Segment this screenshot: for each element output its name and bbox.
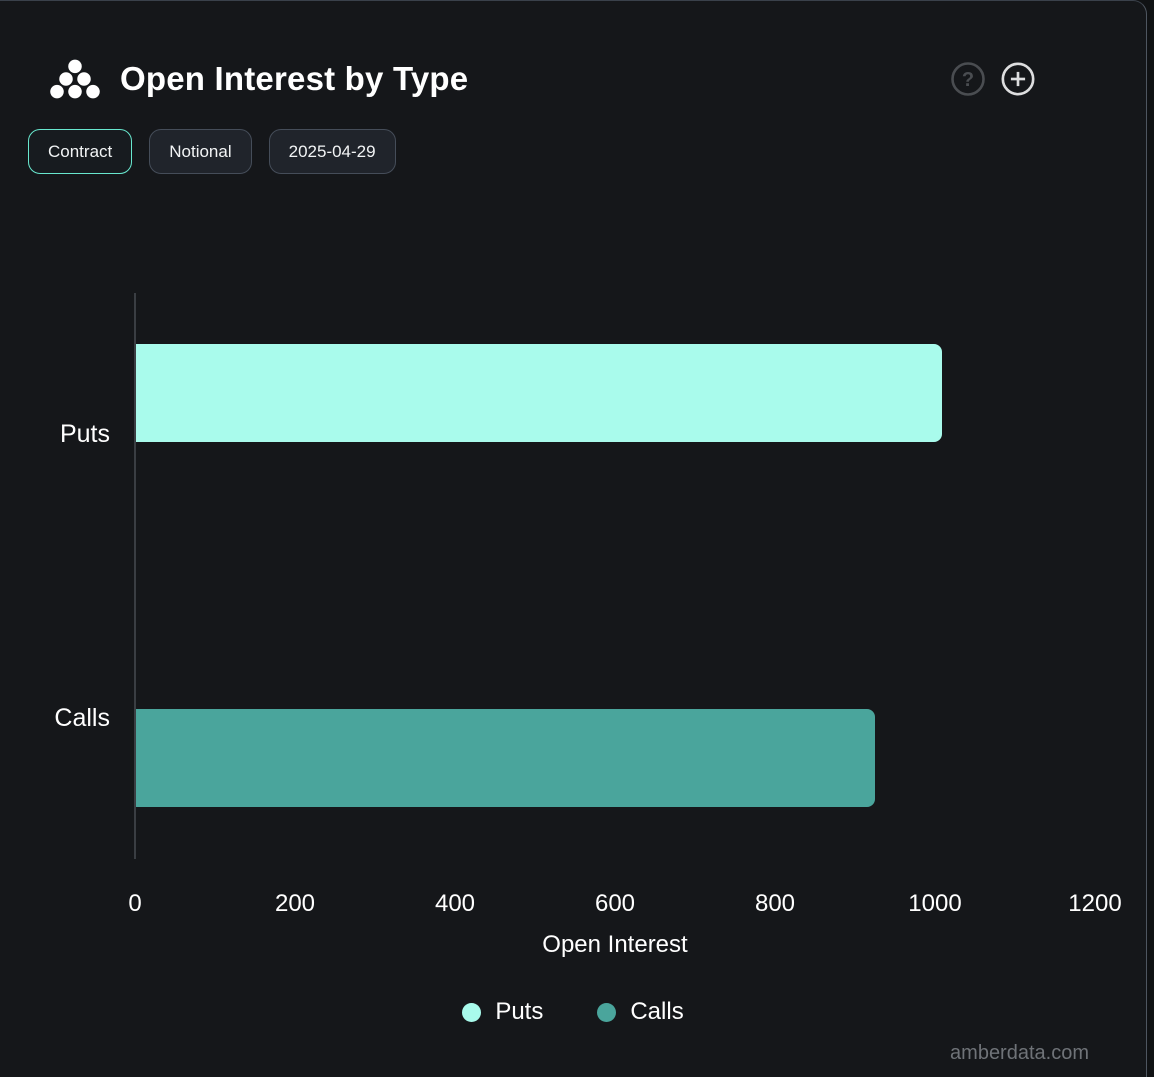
header-actions: ? [950, 61, 1036, 97]
expiry-date-button[interactable]: 2025-04-29 [268, 129, 396, 174]
x-axis-title: Open Interest [542, 931, 688, 958]
help-icon[interactable]: ? [950, 61, 986, 97]
legend-label: Puts [495, 998, 544, 1025]
notional-toggle-button[interactable]: Notional [149, 129, 252, 174]
x-axis-tick-label: 0 [128, 890, 142, 917]
x-axis-tick-label: 200 [274, 890, 316, 917]
calls-legend-swatch [597, 1002, 617, 1022]
svg-text:?: ? [962, 69, 974, 91]
puts-bar [136, 344, 942, 442]
puts-legend-swatch [462, 1002, 482, 1022]
category-label-calls: Calls [54, 704, 110, 732]
x-axis-tick-label: 600 [594, 890, 636, 917]
calls-bar [136, 709, 876, 807]
x-axis-tick-label: 800 [754, 890, 796, 917]
x-axis-tick-label: 1000 [908, 890, 962, 917]
toolbar: Contract Notional 2025-04-29 [28, 129, 396, 174]
watermark: amberdata.com [950, 1042, 1089, 1064]
x-axis-tick-label: 1200 [1068, 890, 1122, 917]
chart-legend: Puts Calls [0, 998, 1146, 1026]
card-header: Open Interest by Type [48, 57, 468, 101]
legend-label: Calls [630, 998, 684, 1025]
legend-item-calls[interactable]: Calls [597, 998, 684, 1026]
cluster-dots-logo-icon [50, 59, 100, 99]
x-axis-tick-label: 400 [434, 890, 476, 917]
category-label-puts: Puts [59, 420, 110, 448]
contract-toggle-button[interactable]: Contract [28, 129, 133, 174]
add-icon[interactable] [1000, 61, 1036, 97]
page-title: Open Interest by Type [120, 60, 469, 97]
legend-item-puts[interactable]: Puts [462, 998, 543, 1026]
y-axis-line [134, 293, 136, 859]
x-axis: 0 200 400 600 800 1000 1200 [0, 889, 1146, 919]
